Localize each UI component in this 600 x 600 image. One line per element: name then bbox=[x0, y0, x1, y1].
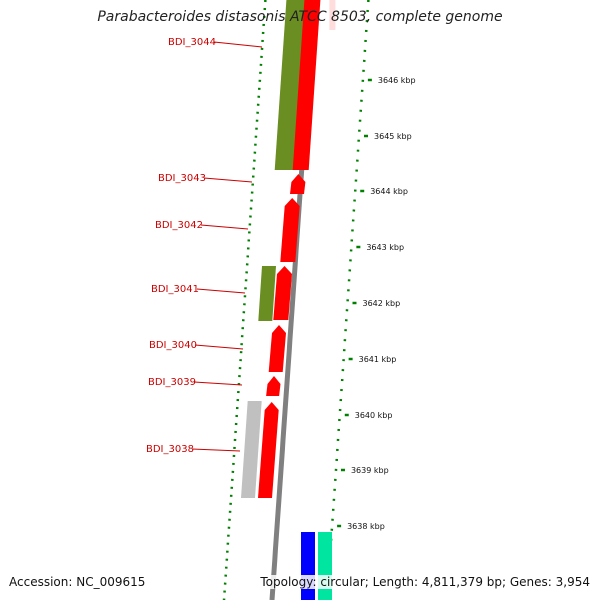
gene-label-bdi-3040: BDI_3040 bbox=[149, 340, 197, 351]
gene-leader-line bbox=[194, 344, 244, 350]
tick-label-3642: 3642 kbp bbox=[362, 299, 400, 308]
category-bar-gray bbox=[241, 401, 262, 498]
feature-bar-aqua bbox=[318, 532, 332, 600]
outer-dotted-ring bbox=[325, 0, 370, 600]
tick-label-3639: 3639 kbp bbox=[351, 466, 389, 475]
tick-label-3644: 3644 kbp bbox=[370, 187, 408, 196]
genome-title: Parabacteroides distasonis ATCC 8503, co… bbox=[97, 9, 503, 25]
gene-leader-line bbox=[196, 288, 246, 294]
gene-arrow-bdi-3041 bbox=[273, 266, 292, 320]
tick-label-3643: 3643 kbp bbox=[366, 243, 404, 252]
gene-arrow-bdi-3038 bbox=[258, 402, 279, 498]
gene-leader-line bbox=[200, 224, 249, 230]
tick-label-3640: 3640 kbp bbox=[355, 411, 393, 420]
gene-label-bdi-3041: BDI_3041 bbox=[151, 284, 199, 295]
genome-summary: Topology: circular; Length: 4,811,379 bp… bbox=[260, 575, 590, 589]
tick-label-3646: 3646 kbp bbox=[378, 76, 416, 85]
gene-label-bdi-3043: BDI_3043 bbox=[158, 173, 206, 184]
category-bar-olive bbox=[258, 266, 276, 321]
tick-label-3638: 3638 kbp bbox=[347, 522, 385, 531]
category-bar-olive bbox=[274, 0, 305, 170]
tick-label-3641: 3641 kbp bbox=[359, 355, 397, 364]
tick-label-3645: 3645 kbp bbox=[374, 132, 412, 141]
feature-bar-blue bbox=[301, 532, 315, 600]
gene-label-bdi-3042: BDI_3042 bbox=[155, 220, 203, 231]
gene-leader-line bbox=[191, 448, 241, 452]
gene-leader-line bbox=[213, 41, 263, 48]
gene-arrow-highlight bbox=[329, 0, 336, 30]
gene-arrow-bdi-3039 bbox=[266, 376, 281, 396]
gene-leader-line bbox=[193, 381, 243, 386]
accession-text: Accession: NC_009615 bbox=[9, 575, 146, 589]
gene-label-bdi-3038: BDI_3038 bbox=[146, 444, 194, 455]
gene-label-bdi-3039: BDI_3039 bbox=[148, 377, 196, 388]
inner-dotted-ring bbox=[222, 0, 267, 600]
gene-arrow-bdi-3042 bbox=[280, 198, 300, 262]
gene-arrow-bdi-3044 bbox=[291, 0, 321, 170]
gene-arrow-bdi-3043 bbox=[290, 174, 306, 194]
gene-label-bdi-3044: BDI_3044 bbox=[168, 37, 216, 48]
gene-leader-line bbox=[203, 177, 253, 183]
gene-arrow-bdi-3040 bbox=[268, 325, 286, 372]
